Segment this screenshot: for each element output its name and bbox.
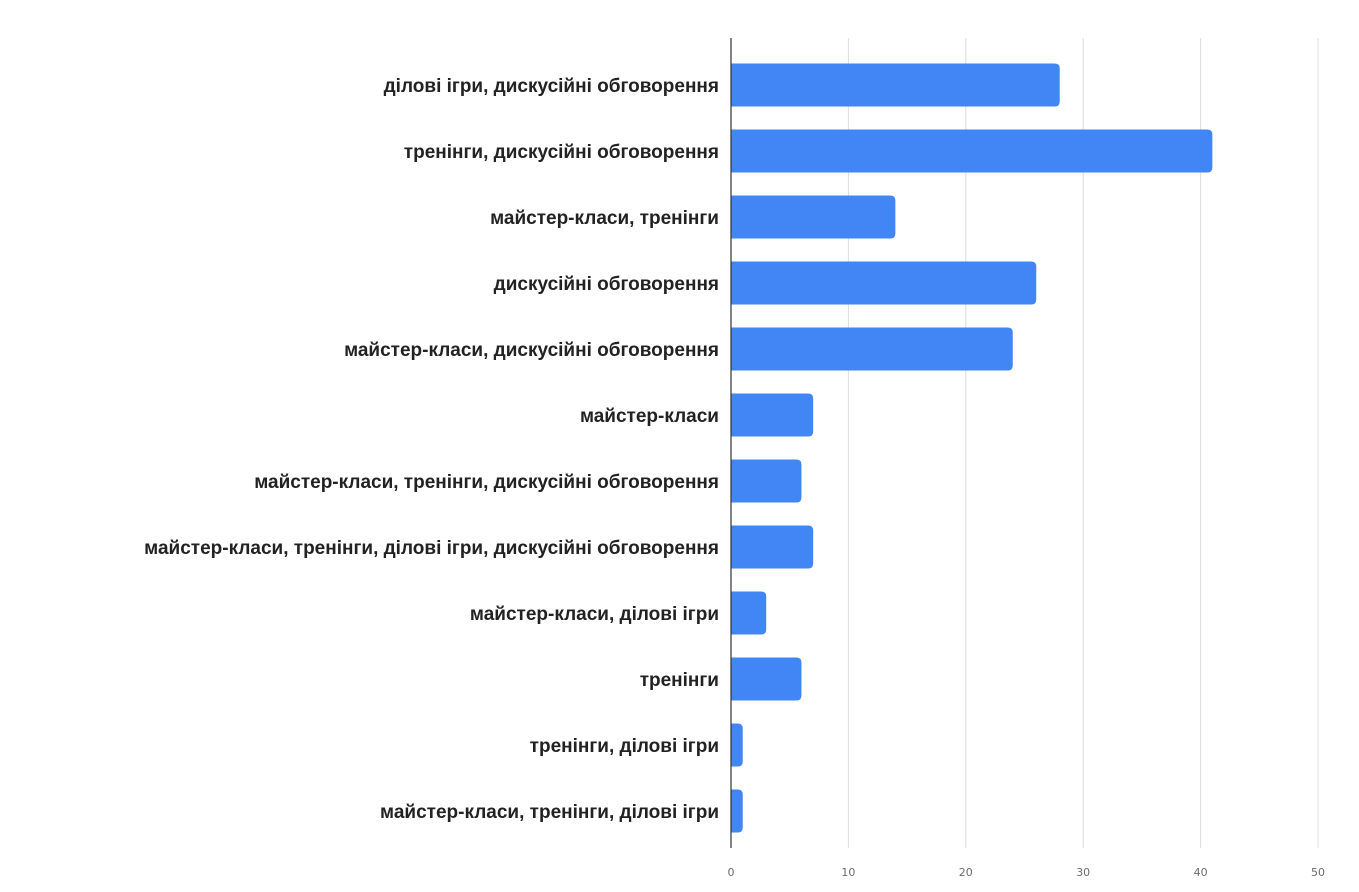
bar [731, 195, 896, 239]
bar [731, 591, 767, 635]
category-label: майстер-класи, тренінги [490, 208, 719, 229]
bar [731, 789, 743, 833]
bar [731, 393, 814, 437]
bar [731, 723, 743, 767]
bar [731, 459, 802, 503]
bar [731, 129, 1213, 173]
category-label: дискусійні обговорення [494, 274, 719, 295]
category-label: тренінги, ділові ігри [530, 736, 719, 757]
bar [731, 657, 802, 701]
category-labels: ділові ігри, дискусійні обговорення трені… [144, 76, 719, 823]
category-label: майстер-класи, дискусійні обговорення [344, 340, 719, 361]
category-label: ділові ігри, дискусійні обговорення [384, 76, 719, 97]
bar [731, 525, 814, 569]
x-axis-tick-labels: 0 10 20 30 40 50 [728, 866, 1326, 879]
category-label: тренінги, дискусійні обговорення [404, 142, 719, 163]
x-tick-label: 50 [1311, 866, 1325, 879]
x-tick-label: 30 [1076, 866, 1090, 879]
grid-lines [847, 38, 1319, 848]
category-label: майстер-класи [580, 406, 719, 427]
x-tick-label: 40 [1194, 866, 1208, 879]
category-label: майстер-класи, тренінги, ділові ігри, ди… [144, 538, 719, 559]
category-label: тренінги [640, 670, 719, 691]
bar [731, 63, 1060, 107]
x-tick-label: 20 [959, 866, 973, 879]
category-label: майстер-класи, ділові ігри [470, 604, 719, 625]
category-label: майстер-класи, тренінги, ділові ігри [380, 802, 719, 823]
bar [731, 327, 1013, 371]
category-label: майстер-класи, тренінги, дискусійні обго… [254, 472, 719, 493]
x-tick-label: 10 [841, 866, 855, 879]
x-tick-label: 0 [728, 866, 735, 879]
bars [731, 63, 1213, 833]
bar [731, 261, 1037, 305]
